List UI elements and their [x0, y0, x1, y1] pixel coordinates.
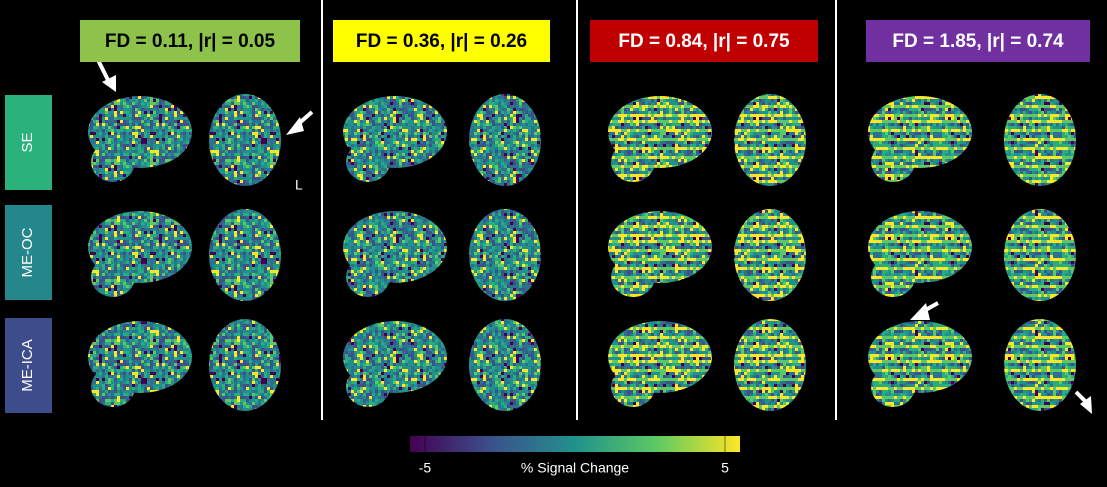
panel-header-box: [80, 20, 300, 62]
brain-slices: [88, 319, 281, 411]
panel-header: FD = 1.85, |r| = 0.74: [892, 31, 1064, 52]
axial-slice: [1004, 94, 1076, 186]
axial-slice: [734, 209, 806, 301]
colorbar: [410, 436, 740, 452]
axial-slice: [469, 319, 541, 411]
axial-slice: [1004, 209, 1076, 301]
row-label: ME-ICA: [19, 339, 36, 392]
colorbar-label: % Signal Change: [521, 460, 629, 476]
orientation-label: L: [295, 177, 303, 193]
sagittal-cerebellum: [611, 367, 655, 407]
brain-slices: [343, 319, 541, 411]
axial-slice: [209, 94, 281, 186]
brain-slices: [608, 319, 806, 411]
axial-slice: [734, 94, 806, 186]
sagittal-cerebellum: [346, 257, 390, 297]
brain-slices: [608, 94, 806, 186]
panel-header: FD = 0.84, |r| = 0.75: [618, 31, 790, 52]
axial-slice: [469, 94, 541, 186]
panel-header: FD = 0.36, |r| = 0.26: [356, 31, 527, 52]
brain-slices: [343, 209, 541, 301]
arrows: [96, 59, 1092, 414]
panel-header-box: [590, 20, 818, 62]
panel-header: FD = 0.11, |r| = 0.05: [105, 31, 276, 52]
colorbar-tick-label: -5: [419, 460, 432, 476]
brain-slices: [868, 94, 1076, 186]
row-label: SE: [19, 132, 36, 152]
panel-header-box: [866, 20, 1090, 62]
colorbar-tick-label: 5: [721, 460, 729, 476]
sagittal-cerebellum: [871, 257, 915, 297]
row-label-box: [5, 205, 52, 300]
sagittal-cerebellum: [611, 142, 655, 182]
axial-slice: [209, 319, 281, 411]
brain-slices: [608, 209, 806, 301]
row-label-box: [5, 318, 52, 413]
row-label-box: [5, 95, 52, 190]
axial-slice: [209, 209, 281, 301]
sagittal-cerebellum: [611, 257, 655, 297]
sagittal-cerebellum: [346, 142, 390, 182]
brain-slices: [343, 94, 541, 186]
sagittal-cerebellum: [346, 367, 390, 407]
brain-slices: [868, 209, 1076, 301]
brain-slices: [868, 319, 1076, 411]
row-label: ME-OC: [19, 227, 36, 277]
axial-slice: [469, 209, 541, 301]
sagittal-cerebellum: [91, 367, 135, 407]
sagittal-cerebellum: [871, 367, 915, 407]
brain-slices: [88, 209, 281, 301]
sagittal-cerebellum: [91, 257, 135, 297]
sagittal-cerebellum: [871, 142, 915, 182]
sagittal-cerebellum: [91, 142, 135, 182]
axial-slice: [1004, 319, 1076, 411]
axial-slice: [734, 319, 806, 411]
panel-header-box: [333, 20, 550, 62]
brain-slices: [88, 94, 281, 186]
